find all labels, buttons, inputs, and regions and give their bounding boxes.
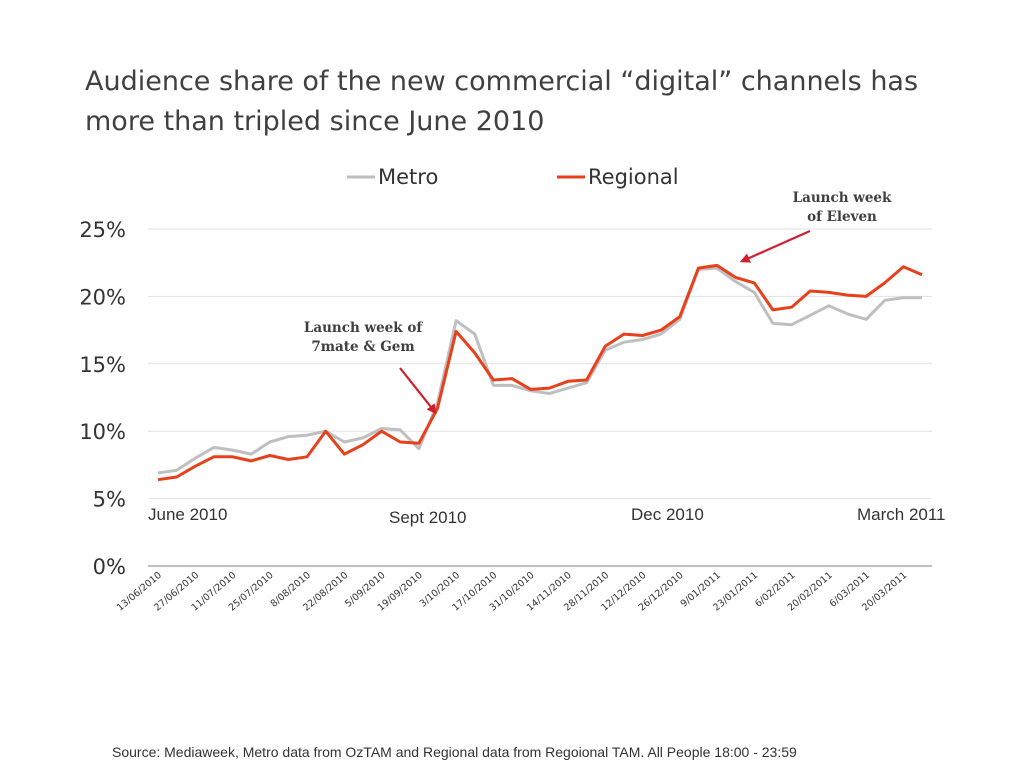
annotation-line: 7mate & Gem <box>311 339 414 355</box>
y-tick-label: 10% <box>79 420 126 444</box>
y-tick-label: 0% <box>93 555 126 579</box>
annotation-arrow <box>739 229 811 263</box>
slide-title: Audience share of the new commercial “di… <box>85 66 919 137</box>
y-tick-label: 15% <box>79 353 126 377</box>
series-line-regional <box>157 263 923 482</box>
annotations: Launch week of 7mate & Gem Launch week of E… <box>304 190 892 415</box>
source-note: Source: Mediaweek, Metro data from OzTAM… <box>112 744 797 760</box>
period-label-march-2011: March 2011 <box>857 505 946 524</box>
annotation-line: Launch week <box>793 190 892 206</box>
annotation-line: of Eleven <box>807 209 877 225</box>
gridlines <box>148 228 932 567</box>
y-tick-label: 5% <box>93 488 126 512</box>
annotation-line: Launch week of <box>304 320 423 336</box>
x-axis-tick-labels: 13/06/201027/06/201011/07/201025/07/2010… <box>115 570 909 614</box>
period-label-dec-2010: Dec 2010 <box>631 505 704 524</box>
series-line-metro <box>157 266 922 475</box>
annotation-arrow <box>399 367 437 415</box>
annotation-label: Launch week of Eleven <box>793 190 892 225</box>
y-tick-label: 20% <box>79 285 126 309</box>
y-axis-tick-labels: 0% 5% 10% 15% 20% 25% <box>79 218 126 579</box>
period-label-june-2010: June 2010 <box>148 505 228 524</box>
legend-label-metro: Metro <box>378 165 438 189</box>
legend: Metro Regional <box>347 165 679 189</box>
annotation-label: Launch week of 7mate & Gem <box>304 320 423 355</box>
legend-label-regional: Regional <box>588 165 679 189</box>
period-label-sept-2010: Sept 2010 <box>389 508 467 527</box>
series-lines <box>157 263 923 482</box>
y-tick-label: 25% <box>79 218 126 242</box>
